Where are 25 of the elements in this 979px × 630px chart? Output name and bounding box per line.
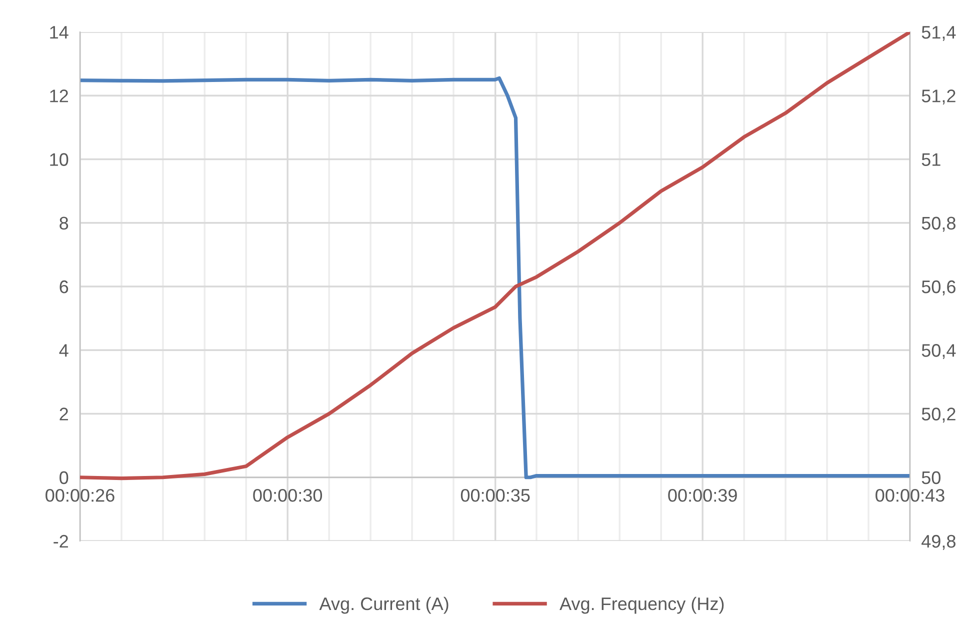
y2-tick-label: 49,8 [922,534,956,550]
y2-tick-label: 50,4 [922,344,956,359]
y-tick-label: 14 [50,26,68,39]
x-tick-label: 00:00:43 [876,488,944,502]
y-tick-label: 0 [60,471,68,484]
y-tick-label: 4 [59,344,68,357]
y-tick-label: 8 [60,216,68,230]
y2-tick-label: 50 [922,471,940,484]
y2-tick-label: 50,8 [922,216,956,232]
x-tick-label: 00:00:35 [460,488,530,502]
legend-label: Avg. Frequency (Hz) [560,596,724,614]
y2-tick-label: 51,2 [922,90,956,104]
y-tick-label: 10 [50,153,68,166]
y-tick-label: 12 [50,90,68,102]
legend-label: Avg. Current (A) [319,596,448,614]
x-tick-label: 00:00:30 [253,488,322,502]
y-tick-label: -2 [54,534,68,548]
y2-tick-label: 50,2 [922,408,956,423]
y-tick-label: 6 [60,280,68,294]
x-tick-label: 00:00:26 [46,488,114,502]
y2-tick-label: 50,6 [922,280,956,296]
y2-tick-label: 51,4 [922,26,956,41]
x-tick-label: 00:00:39 [668,488,737,502]
y-tick-label: 2 [60,408,68,420]
y2-tick-label: 51 [922,153,940,166]
